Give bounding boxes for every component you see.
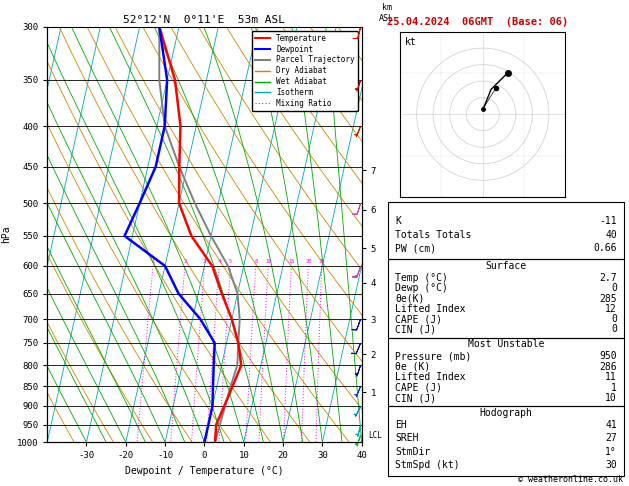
Text: Dewp (°C): Dewp (°C) (395, 283, 448, 293)
Text: Most Unstable: Most Unstable (468, 340, 544, 349)
Text: StmSpd (kt): StmSpd (kt) (395, 460, 460, 470)
Text: CIN (J): CIN (J) (395, 393, 437, 403)
Text: km
ASL: km ASL (379, 3, 394, 22)
Text: 4: 4 (218, 259, 221, 264)
Text: 27: 27 (605, 434, 617, 443)
Text: 1: 1 (152, 259, 155, 264)
X-axis label: Dewpoint / Temperature (°C): Dewpoint / Temperature (°C) (125, 466, 284, 476)
Text: 15: 15 (288, 259, 294, 264)
Text: Lifted Index: Lifted Index (395, 304, 465, 314)
Text: 30: 30 (605, 460, 617, 470)
Text: 40: 40 (605, 230, 617, 240)
Text: Surface: Surface (486, 261, 526, 271)
Text: 3: 3 (203, 259, 206, 264)
Text: 20: 20 (305, 259, 311, 264)
Text: 0: 0 (611, 283, 617, 293)
Text: 10: 10 (605, 393, 617, 403)
Text: 8: 8 (254, 259, 257, 264)
Text: 0: 0 (611, 324, 617, 334)
Text: Hodograph: Hodograph (479, 408, 533, 418)
Bar (388, 338, 624, 406)
Text: K: K (395, 216, 401, 226)
Text: 2.7: 2.7 (599, 273, 617, 283)
Text: 11: 11 (605, 372, 617, 382)
Text: 25.04.2024  06GMT  (Base: 06): 25.04.2024 06GMT (Base: 06) (387, 17, 568, 27)
Text: SREH: SREH (395, 434, 419, 443)
Text: CIN (J): CIN (J) (395, 324, 437, 334)
Text: 0.66: 0.66 (593, 243, 617, 253)
Legend: Temperature, Dewpoint, Parcel Trajectory, Dry Adiabat, Wet Adiabat, Isotherm, Mi: Temperature, Dewpoint, Parcel Trajectory… (252, 31, 358, 111)
Text: 1: 1 (611, 382, 617, 393)
Text: -11: -11 (599, 216, 617, 226)
Text: 0: 0 (611, 314, 617, 324)
Text: θe (K): θe (K) (395, 362, 430, 372)
Text: Temp (°C): Temp (°C) (395, 273, 448, 283)
Text: 10: 10 (265, 259, 271, 264)
Text: 2: 2 (183, 259, 187, 264)
Text: 286: 286 (599, 362, 617, 372)
Title: 52°12'N  0°11'E  53m ASL: 52°12'N 0°11'E 53m ASL (123, 15, 286, 25)
Text: 41: 41 (605, 420, 617, 430)
Bar (388, 260, 624, 338)
Text: 950: 950 (599, 351, 617, 361)
Text: CAPE (J): CAPE (J) (395, 314, 442, 324)
Text: © weatheronline.co.uk: © weatheronline.co.uk (518, 474, 623, 484)
Bar (388, 406, 624, 476)
Text: Pressure (mb): Pressure (mb) (395, 351, 472, 361)
Text: Lifted Index: Lifted Index (395, 372, 465, 382)
Text: LCL: LCL (368, 431, 382, 440)
Y-axis label: hPa: hPa (1, 226, 11, 243)
Text: 25: 25 (318, 259, 325, 264)
Text: StmDir: StmDir (395, 447, 430, 457)
Text: 5: 5 (229, 259, 232, 264)
Text: 12: 12 (605, 304, 617, 314)
Bar (388, 202, 624, 260)
Text: Totals Totals: Totals Totals (395, 230, 472, 240)
Text: 1°: 1° (605, 447, 617, 457)
Text: kt: kt (405, 36, 417, 47)
Text: 285: 285 (599, 294, 617, 304)
Text: θe(K): θe(K) (395, 294, 425, 304)
Text: CAPE (J): CAPE (J) (395, 382, 442, 393)
Text: EH: EH (395, 420, 407, 430)
Text: PW (cm): PW (cm) (395, 243, 437, 253)
